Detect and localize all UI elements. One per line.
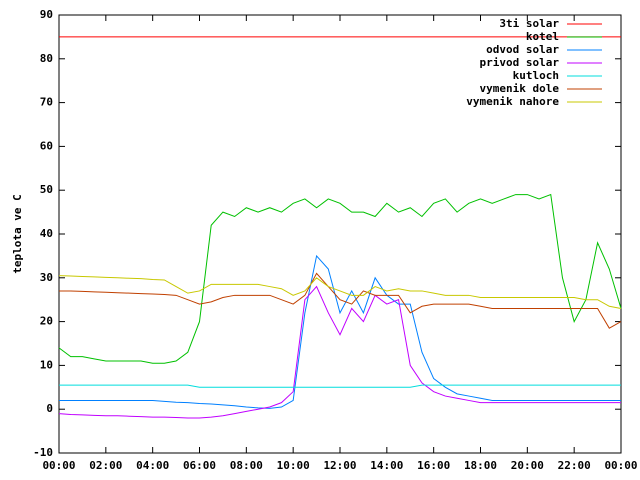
y-tick-label: 40 [40, 227, 53, 240]
y-tick-label: 10 [40, 358, 53, 371]
legend-label: privod solar [480, 56, 560, 69]
y-tick-label: 20 [40, 315, 53, 328]
x-tick-label: 10:00 [277, 459, 310, 472]
series-line [59, 272, 622, 329]
legend-label: kutloch [513, 69, 559, 82]
y-tick-label: 70 [40, 96, 53, 109]
y-axis-label: teplota ve C [11, 194, 24, 273]
x-tick-label: 08:00 [230, 459, 263, 472]
y-tick-label: 50 [40, 183, 53, 196]
x-tick-label: 16:00 [417, 459, 450, 472]
legend-label: vymenik nahore [466, 95, 559, 108]
series-line [58, 285, 621, 419]
legend-label: vymenik dole [480, 82, 560, 95]
x-tick-label: 06:00 [183, 459, 216, 472]
x-tick-label: 20:00 [511, 459, 544, 472]
y-tick-label: 0 [46, 402, 53, 415]
y-tick-label: -10 [33, 446, 53, 459]
x-tick-label: 14:00 [370, 459, 403, 472]
x-tick-label: 00:00 [42, 459, 75, 472]
y-tick-label: 60 [40, 139, 53, 152]
legend-label: odvod solar [486, 43, 559, 56]
series-line [58, 275, 622, 309]
y-tick-label: 90 [40, 8, 53, 21]
x-tick-label: 18:00 [464, 459, 497, 472]
x-tick-label: 22:00 [558, 459, 591, 472]
y-tick-label: 30 [40, 271, 53, 284]
x-tick-label: 00:00 [604, 459, 637, 472]
legend-label: 3ti solar [499, 17, 559, 30]
x-tick-label: 04:00 [136, 459, 169, 472]
y-tick-label: 80 [40, 52, 53, 65]
x-tick-label: 12:00 [323, 459, 356, 472]
series-line [58, 193, 622, 364]
legend-label: kotel [526, 30, 559, 43]
x-tick-label: 02:00 [89, 459, 122, 472]
series-line [59, 254, 621, 409]
series-line [59, 384, 621, 388]
